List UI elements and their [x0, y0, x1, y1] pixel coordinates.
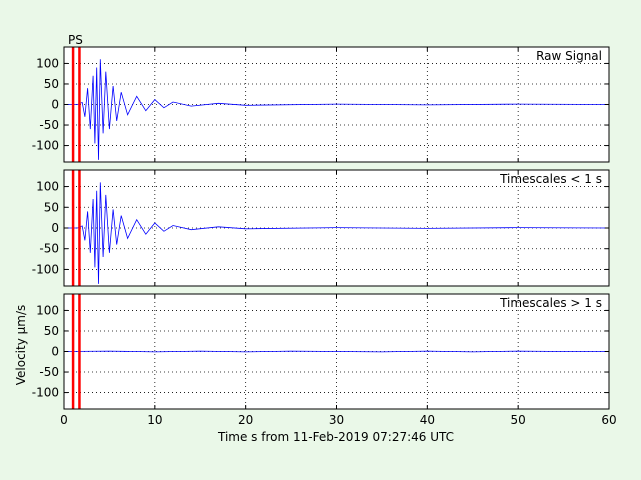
panel-3: -100 -50 0 50 100 0 10 20 30 40 50 60 Timescales > 1… [32, 293, 617, 427]
x-tick-label: 40 [420, 413, 435, 427]
y-tick-label: 100 [36, 180, 59, 194]
panel-2: -100 -50 0 50 100 Timescales < 1 s [32, 169, 610, 287]
panel-title: Timescales < 1 s [499, 172, 602, 186]
y-tick-label: -50 [39, 242, 59, 256]
x-axis-label: Time s from 11-Feb-2019 07:27:46 UTC [217, 430, 454, 444]
y-axis-label-prefix: Velocity [14, 334, 28, 385]
y-tick-label: 0 [51, 345, 59, 359]
signal-trace-1 [64, 59, 610, 160]
y-axis-label: Velocity μm/s [14, 305, 28, 386]
signal-trace-1 [63, 350, 609, 353]
x-tick-label: 0 [60, 413, 68, 427]
y-tick-label: 50 [44, 77, 59, 91]
y-tick-label: -50 [39, 365, 59, 379]
y-axis-label-mu: μ [14, 326, 28, 334]
y-tick-label: 50 [44, 324, 59, 338]
x-tick-label: 30 [329, 413, 344, 427]
x-tick-label: 10 [147, 413, 162, 427]
y-tick-label: 0 [51, 98, 59, 112]
panel-1: -100 -50 0 50 100 Raw Signal [32, 46, 610, 163]
phase-label: PS [68, 33, 83, 47]
y-tick-label: 100 [36, 303, 59, 317]
signal-trace-1 [64, 182, 610, 284]
panel-title: Timescales > 1 s [499, 296, 602, 310]
y-tick-label: 100 [36, 56, 59, 70]
y-tick-label: -100 [32, 386, 59, 400]
y-tick-label: -50 [39, 118, 59, 132]
y-axis-label-unit: m/s [14, 305, 28, 327]
x-tick-label: 60 [601, 413, 616, 427]
panel-title: Raw Signal [536, 49, 602, 63]
y-tick-label: -100 [32, 139, 59, 153]
y-tick-label: 50 [44, 200, 59, 214]
x-tick-label: 50 [511, 413, 526, 427]
y-tick-label: -100 [32, 262, 59, 276]
x-tick-label: 20 [238, 413, 253, 427]
y-tick-label: 0 [51, 221, 59, 235]
